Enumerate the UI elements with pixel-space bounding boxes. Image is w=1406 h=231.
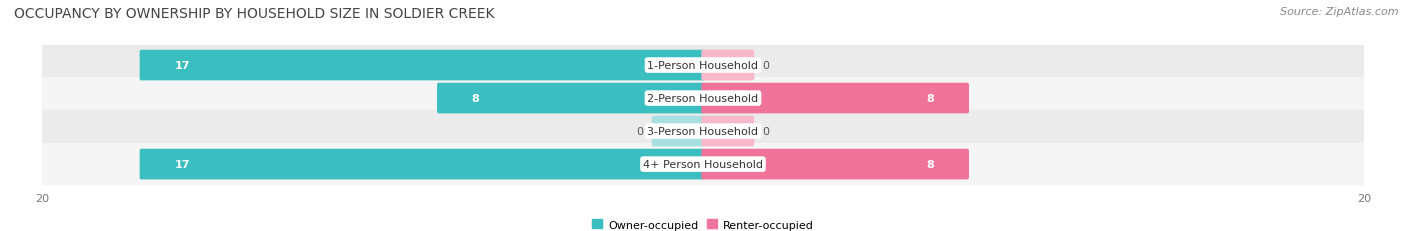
Text: 1-Person Household: 1-Person Household [648,61,758,71]
Text: 0: 0 [637,127,644,137]
Text: Source: ZipAtlas.com: Source: ZipAtlas.com [1281,7,1399,17]
Text: 3-Person Household: 3-Person Household [648,127,758,137]
FancyBboxPatch shape [702,51,754,81]
FancyBboxPatch shape [652,116,704,147]
FancyBboxPatch shape [37,78,1369,120]
FancyBboxPatch shape [702,149,969,180]
Legend: Owner-occupied, Renter-occupied: Owner-occupied, Renter-occupied [588,215,818,231]
Text: 0: 0 [762,61,769,71]
Text: 4+ Person Household: 4+ Person Household [643,159,763,169]
FancyBboxPatch shape [37,143,1369,185]
Text: 17: 17 [174,159,190,169]
Text: 0: 0 [762,127,769,137]
FancyBboxPatch shape [37,110,1369,153]
FancyBboxPatch shape [702,116,754,147]
FancyBboxPatch shape [37,45,1369,87]
Text: 8: 8 [927,159,934,169]
FancyBboxPatch shape [139,51,704,81]
Text: 17: 17 [174,61,190,71]
FancyBboxPatch shape [437,83,704,114]
Text: OCCUPANCY BY OWNERSHIP BY HOUSEHOLD SIZE IN SOLDIER CREEK: OCCUPANCY BY OWNERSHIP BY HOUSEHOLD SIZE… [14,7,495,21]
Text: 8: 8 [927,94,934,104]
Text: 8: 8 [471,94,479,104]
FancyBboxPatch shape [702,83,969,114]
Text: 2-Person Household: 2-Person Household [647,94,759,104]
FancyBboxPatch shape [139,149,704,180]
